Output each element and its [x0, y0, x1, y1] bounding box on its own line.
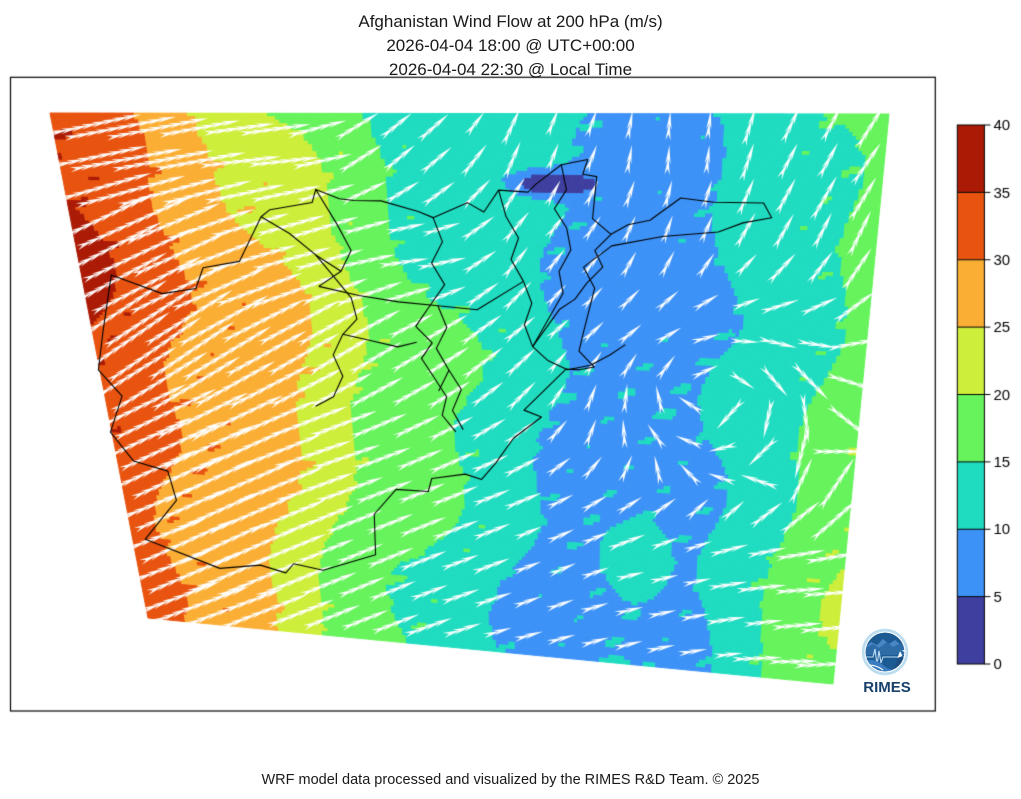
- svg-text:RIMES: RIMES: [863, 679, 911, 695]
